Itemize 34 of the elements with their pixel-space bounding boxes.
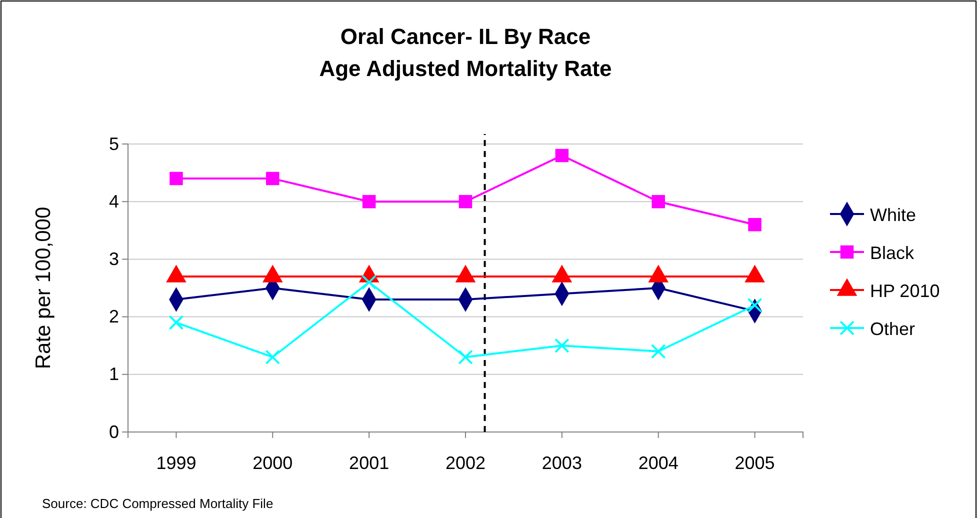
legend-label: Black — [870, 243, 916, 263]
point — [458, 194, 472, 208]
point — [458, 350, 473, 365]
point — [170, 172, 183, 186]
point — [265, 350, 280, 365]
chart-title: Oral Cancer- IL By Race Age Adjusted Mortality Rate — [319, 24, 612, 81]
point — [554, 338, 570, 354]
point — [747, 298, 762, 313]
x-tick-label: 2003 — [542, 452, 582, 473]
y-axis-title: Rate per 100,000 — [32, 206, 55, 370]
y-tick-label: 2 — [108, 306, 119, 327]
legend-label: White — [870, 205, 916, 225]
y-tick-label: 4 — [108, 191, 119, 212]
point — [555, 148, 569, 162]
point — [748, 218, 762, 232]
point — [652, 194, 665, 208]
x-tick-label: 2002 — [445, 452, 486, 473]
legend-label: Other — [870, 319, 916, 339]
point — [650, 344, 666, 359]
point — [362, 274, 377, 290]
y-tick-label: 1 — [108, 364, 119, 384]
x-tick-label: 1999 — [156, 452, 196, 473]
x-tick-label: 2000 — [252, 452, 293, 473]
source-note: Source: CDC Compressed Mortality File — [42, 496, 274, 511]
x-tick-label: 2001 — [349, 452, 390, 473]
x-tick-label: 2004 — [638, 452, 678, 473]
legend-label: HP 2010 — [870, 281, 940, 301]
y-tick-label: 3 — [108, 248, 119, 269]
point — [362, 194, 376, 208]
point — [266, 172, 280, 186]
y-tick-label: 5 — [108, 134, 119, 154]
y-tick-label: 0 — [108, 422, 119, 442]
x-tick-label: 2005 — [734, 452, 775, 473]
point — [168, 315, 184, 330]
